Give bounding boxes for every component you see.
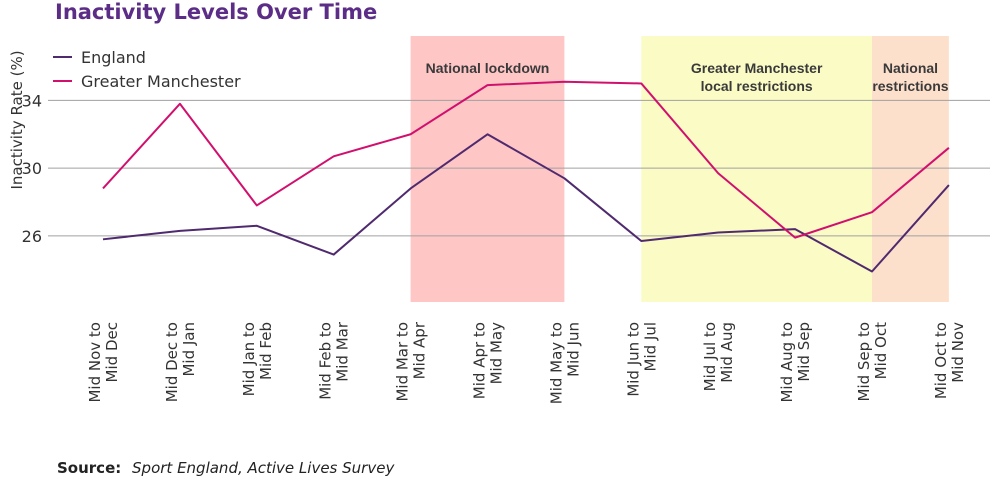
gridlines [48,99,990,237]
x-tick-label-line: Mid Nov to [86,322,104,403]
x-tick-label-4: Mid Mar to Mid Apr [394,321,429,401]
x-tick-label-8: Mid Jul to Mid Aug [701,322,736,391]
x-tick-label-line: Mid Apr to [471,322,489,399]
x-tick-label-line: Mid Feb to [317,322,335,400]
x-tick-label-10: Mid Sep to Mid Oct [855,322,890,402]
x-tick-label-line: Mid Jan to [240,322,258,396]
series-line-england [102,133,950,273]
x-tick-label-9: Mid Aug to Mid Sep [778,322,813,403]
shaded-bands: National lockdown Greater Manchester local… [410,36,949,302]
x-tick-label-line: Mid Mar [334,321,352,382]
legend-label-0: England [81,48,146,67]
x-tick-label-line: Mid Apr [411,321,429,379]
x-tick-label-line: Mid Mar to [394,322,412,402]
x-tick-label-6: Mid May to Mid Jun [547,322,582,404]
x-axis: Mid Nov to Mid Dec Mid Dec to Mid Jan Mid Ja… [86,321,967,404]
source-label: Source: [57,459,122,477]
shaded-band-0 [410,36,565,302]
x-tick-label-11: Mid Oct to Mid Nov [932,322,967,399]
x-tick-label-line: Mid Jul [641,322,659,372]
chart-title: Inactivity Levels Over Time [55,0,378,24]
x-tick-label-line: Mid Jun [564,322,582,377]
band-label-0-0: National lockdown [426,60,550,76]
x-tick-label-line: Mid Jun to [624,322,642,397]
band-label-2-0: National [883,60,938,76]
x-tick-label-line: Mid Dec [103,322,121,382]
x-tick-label-line: Mid Aug [718,322,736,383]
x-tick-label-5: Mid Apr to Mid May [471,322,506,399]
y-tick-label-0: 26 [22,227,42,246]
x-tick-label-3: Mid Feb to Mid Mar [317,321,352,400]
legend-label-1: Greater Manchester [81,72,241,91]
legend: England Greater Manchester [53,48,241,91]
x-tick-label-2: Mid Jan to Mid Feb [240,322,275,396]
x-tick-label-line: Mid Oct to [932,322,950,399]
x-tick-label-line: Mid Dec to [163,322,181,402]
x-tick-label-line: Mid Oct [872,322,890,379]
series-line-greater-manchester [102,80,950,239]
y-axis-title: Inactivity Rate (%) [8,50,26,189]
x-tick-label-7: Mid Jun to Mid Jul [624,322,659,397]
x-tick-label-line: Mid May [488,322,506,385]
source-text: Sport England, Active Lives Survey [132,459,395,477]
x-tick-label-line: Mid Nov [949,322,967,383]
shaded-band-1 [641,36,872,302]
band-label-1-0: Greater Manchester [691,60,823,76]
x-tick-label-line: Mid May to [547,322,565,404]
y-tick-label-2: 34 [22,91,42,110]
x-tick-label-0: Mid Nov to Mid Dec [86,322,121,403]
series-lines [102,80,950,273]
x-tick-label-line: Mid Sep to [855,322,873,402]
y-tick-label-1: 30 [22,159,42,178]
band-label-1-1: local restrictions [701,78,813,94]
x-tick-label-line: Mid Jul to [701,322,719,391]
x-tick-label-line: Mid Aug to [778,322,796,403]
x-tick-label-line: Mid Jan [180,322,198,377]
band-label-2-1: restrictions [872,78,948,94]
x-tick-label-line: Mid Feb [257,322,275,380]
x-tick-label-1: Mid Dec to Mid Jan [163,322,198,402]
source-note: Source: Sport England, Active Lives Surv… [57,459,394,477]
x-tick-label-line: Mid Sep [795,322,813,382]
